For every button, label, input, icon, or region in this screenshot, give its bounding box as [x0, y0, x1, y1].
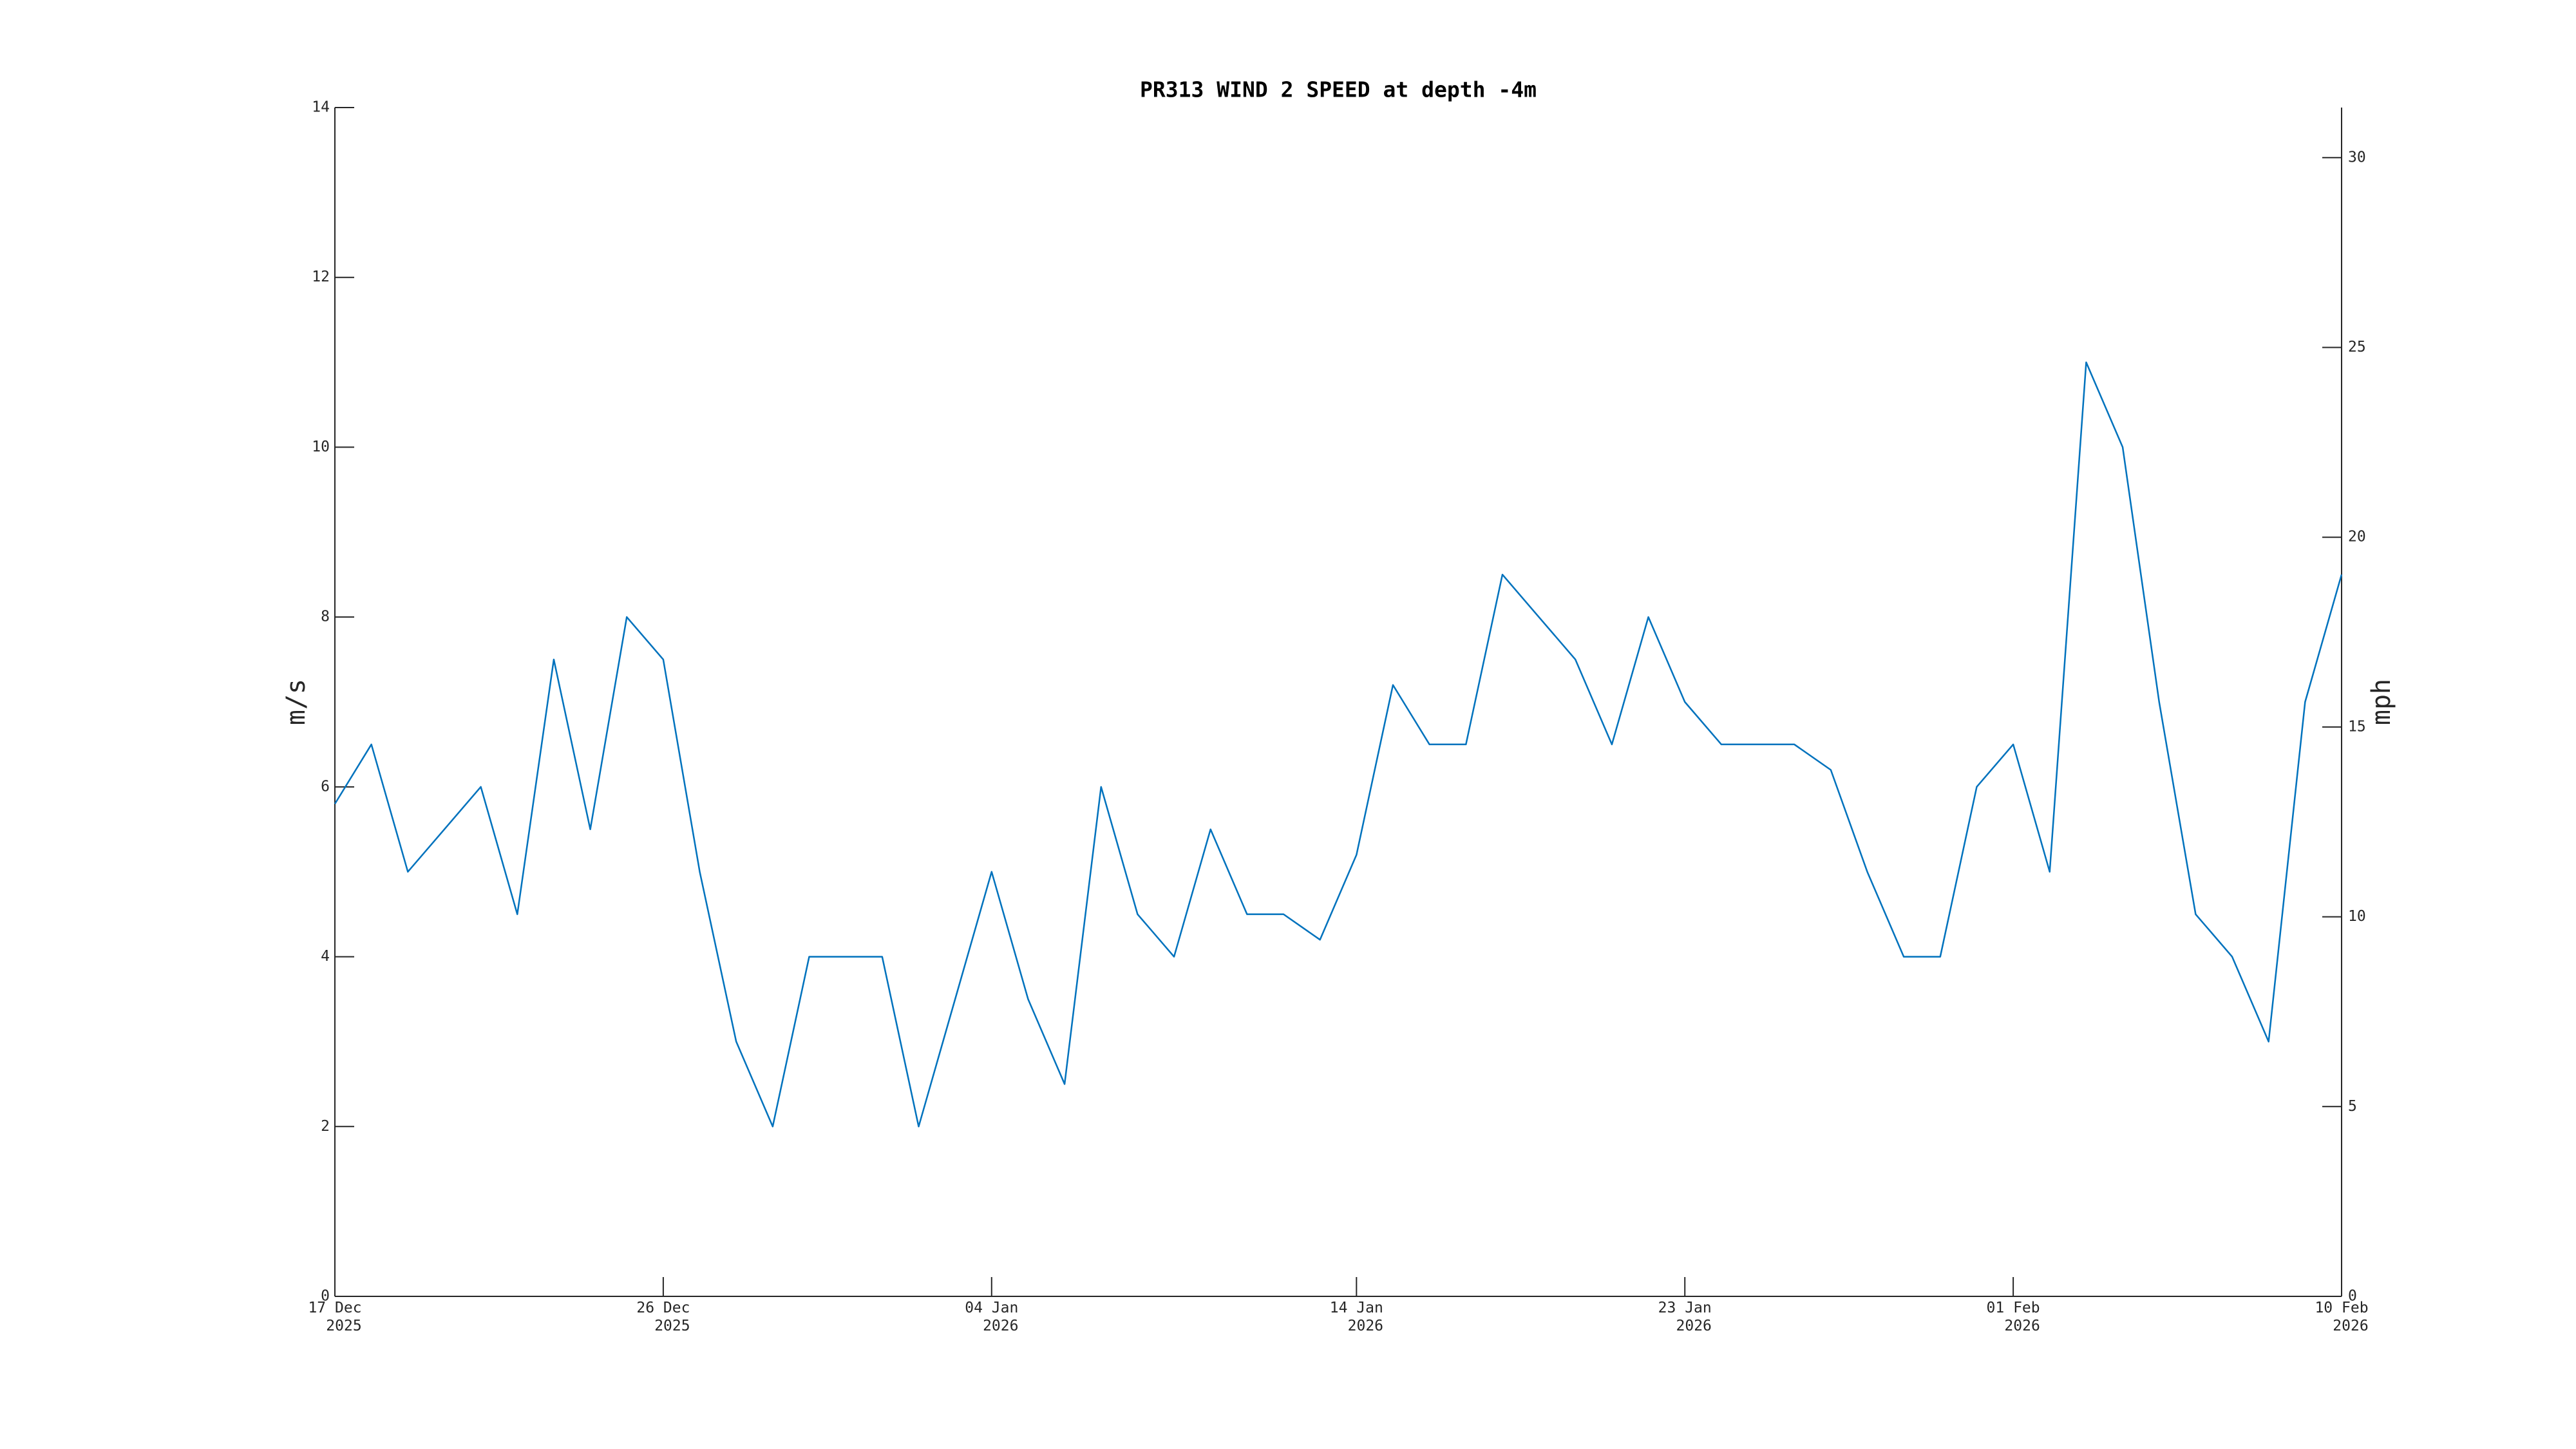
- data-line: [334, 361, 2343, 1128]
- x-tick-label: 17 Dec 2025: [308, 1300, 361, 1334]
- x-tick-label: 26 Dec 2025: [636, 1300, 690, 1334]
- y-tick-label: 8: [321, 609, 330, 625]
- y-tick-label: 0: [321, 1288, 330, 1305]
- y2-tick-label: 0: [2348, 1288, 2357, 1305]
- x-tick-label: 23 Jan 2026: [1658, 1300, 1712, 1334]
- x-tick-label: 14 Jan 2026: [1330, 1300, 1383, 1334]
- y2-tick-label: 5: [2348, 1098, 2357, 1115]
- x-tick-label: 04 Jan 2026: [965, 1300, 1018, 1334]
- y2-tick-label: 15: [2348, 718, 2366, 735]
- y2-axis-label: mph: [2367, 679, 2396, 725]
- y2-tick-label: 10: [2348, 908, 2366, 925]
- y-tick-label: 4: [321, 948, 330, 965]
- y2-tick-label: 30: [2348, 149, 2366, 166]
- y-axis-label: m/s: [281, 679, 311, 725]
- x-tick-label: 10 Feb 2026: [2315, 1300, 2368, 1334]
- y2-tick-label: 25: [2348, 339, 2366, 355]
- x-tick-label: 01 Feb 2026: [1987, 1300, 2040, 1334]
- y-tick-label: 2: [321, 1118, 330, 1135]
- y-tick-label: 14: [312, 99, 330, 116]
- y-tick-label: 6: [321, 778, 330, 795]
- y2-tick-label: 20: [2348, 529, 2366, 545]
- y-tick-label: 12: [312, 269, 330, 285]
- chart-title: PR313 WIND 2 SPEED at depth -4m: [1140, 77, 1537, 102]
- y-tick-label: 10: [312, 439, 330, 455]
